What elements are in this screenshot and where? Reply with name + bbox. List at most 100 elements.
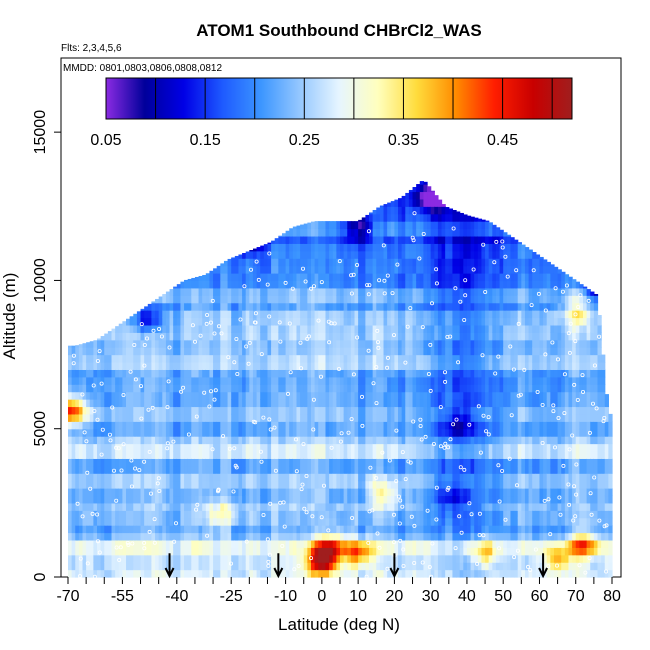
heat-cell <box>448 243 454 252</box>
heat-cell <box>245 480 250 489</box>
heat-cell <box>379 510 385 519</box>
heat-cell <box>361 235 366 244</box>
heat-cell <box>281 465 287 474</box>
heat-cell <box>445 436 450 445</box>
heat-cell <box>318 465 323 474</box>
heat-cell <box>238 554 243 563</box>
heat-cell <box>321 443 327 452</box>
heat-cell <box>470 413 475 422</box>
heat-cell <box>162 332 167 341</box>
heat-cell <box>441 399 446 408</box>
heat-cell <box>405 428 410 437</box>
heat-cell <box>437 547 443 556</box>
heat-cell <box>452 332 457 341</box>
heat-cell <box>307 317 312 326</box>
heat-cell <box>321 421 327 430</box>
heat-cell <box>398 391 403 400</box>
heat-cell <box>169 450 174 459</box>
heat-cell <box>278 421 283 430</box>
heat-cell <box>437 347 443 356</box>
heat-cell <box>278 391 283 400</box>
heat-cell <box>107 369 113 378</box>
heat-cell <box>278 339 283 348</box>
heat-cell <box>394 517 399 526</box>
heat-cell <box>198 406 203 415</box>
heat-cell <box>336 525 341 534</box>
heat-cell <box>89 399 94 408</box>
heat-cell <box>383 539 388 548</box>
heat-cell <box>245 347 250 356</box>
heat-cell <box>423 376 428 385</box>
heat-cell <box>209 525 214 534</box>
heat-cell <box>191 428 196 437</box>
heat-cell <box>176 317 182 326</box>
heat-cell <box>202 443 207 452</box>
heat-cell <box>180 510 185 519</box>
heat-cell <box>118 369 123 378</box>
heat-cell <box>325 273 330 282</box>
heat-cell <box>405 569 410 578</box>
heat-cell <box>292 310 298 319</box>
heat-cell <box>398 213 403 222</box>
heat-cell <box>296 406 301 415</box>
heat-cell <box>93 399 98 408</box>
heat-cell <box>147 310 153 319</box>
heat-cell <box>107 361 113 370</box>
heat-cell <box>245 450 250 459</box>
heat-cell <box>267 428 272 437</box>
heat-cell <box>300 569 305 578</box>
heat-cell <box>289 399 294 408</box>
heat-cell <box>278 376 283 385</box>
heat-cell <box>329 258 334 267</box>
heat-cell <box>140 317 145 326</box>
heat-cell <box>325 465 330 474</box>
heat-cell <box>303 235 308 244</box>
heat-cell <box>173 539 178 548</box>
heat-cell <box>151 458 156 467</box>
heat-cell <box>147 554 153 563</box>
heat-cell <box>307 384 312 393</box>
heat-cell <box>176 428 182 437</box>
heat-cell <box>176 554 182 563</box>
heat-cell <box>376 502 381 511</box>
heat-cell <box>466 450 472 459</box>
heat-cell <box>307 243 312 252</box>
heat-cell <box>144 525 149 534</box>
heat-cell <box>220 517 225 526</box>
heat-cell <box>274 428 279 437</box>
heat-cell <box>263 273 269 282</box>
heat-cell <box>223 495 229 504</box>
heat-cell <box>133 361 138 370</box>
heat-cell <box>441 502 446 511</box>
heat-cell <box>245 443 250 452</box>
heat-cell <box>256 265 261 274</box>
heat-cell <box>267 376 272 385</box>
heat-cell <box>383 243 388 252</box>
heat-cell <box>412 465 417 474</box>
heat-cell <box>278 332 283 341</box>
heat-cell <box>365 265 370 274</box>
heat-cell <box>263 473 269 482</box>
heat-cell <box>448 287 454 296</box>
heat-cell <box>129 413 134 422</box>
heat-cell <box>194 458 200 467</box>
heat-cell <box>398 339 403 348</box>
heat-cell <box>437 258 443 267</box>
heat-cell <box>263 510 269 519</box>
heat-cell <box>158 458 163 467</box>
heat-cell <box>398 361 403 370</box>
heat-cell <box>281 413 287 422</box>
heat-cell <box>71 532 76 541</box>
heat-cell <box>267 569 272 578</box>
heat-cell <box>86 569 91 578</box>
heat-cell <box>292 421 298 430</box>
heat-cell <box>419 339 425 348</box>
heat-cell <box>419 547 425 556</box>
heat-cell <box>347 443 352 452</box>
heat-cell <box>252 450 258 459</box>
heat-cell <box>187 547 192 556</box>
heat-cell <box>466 376 472 385</box>
heat-cell <box>220 347 225 356</box>
heat-cell <box>260 354 265 363</box>
heat-cell <box>398 532 403 541</box>
